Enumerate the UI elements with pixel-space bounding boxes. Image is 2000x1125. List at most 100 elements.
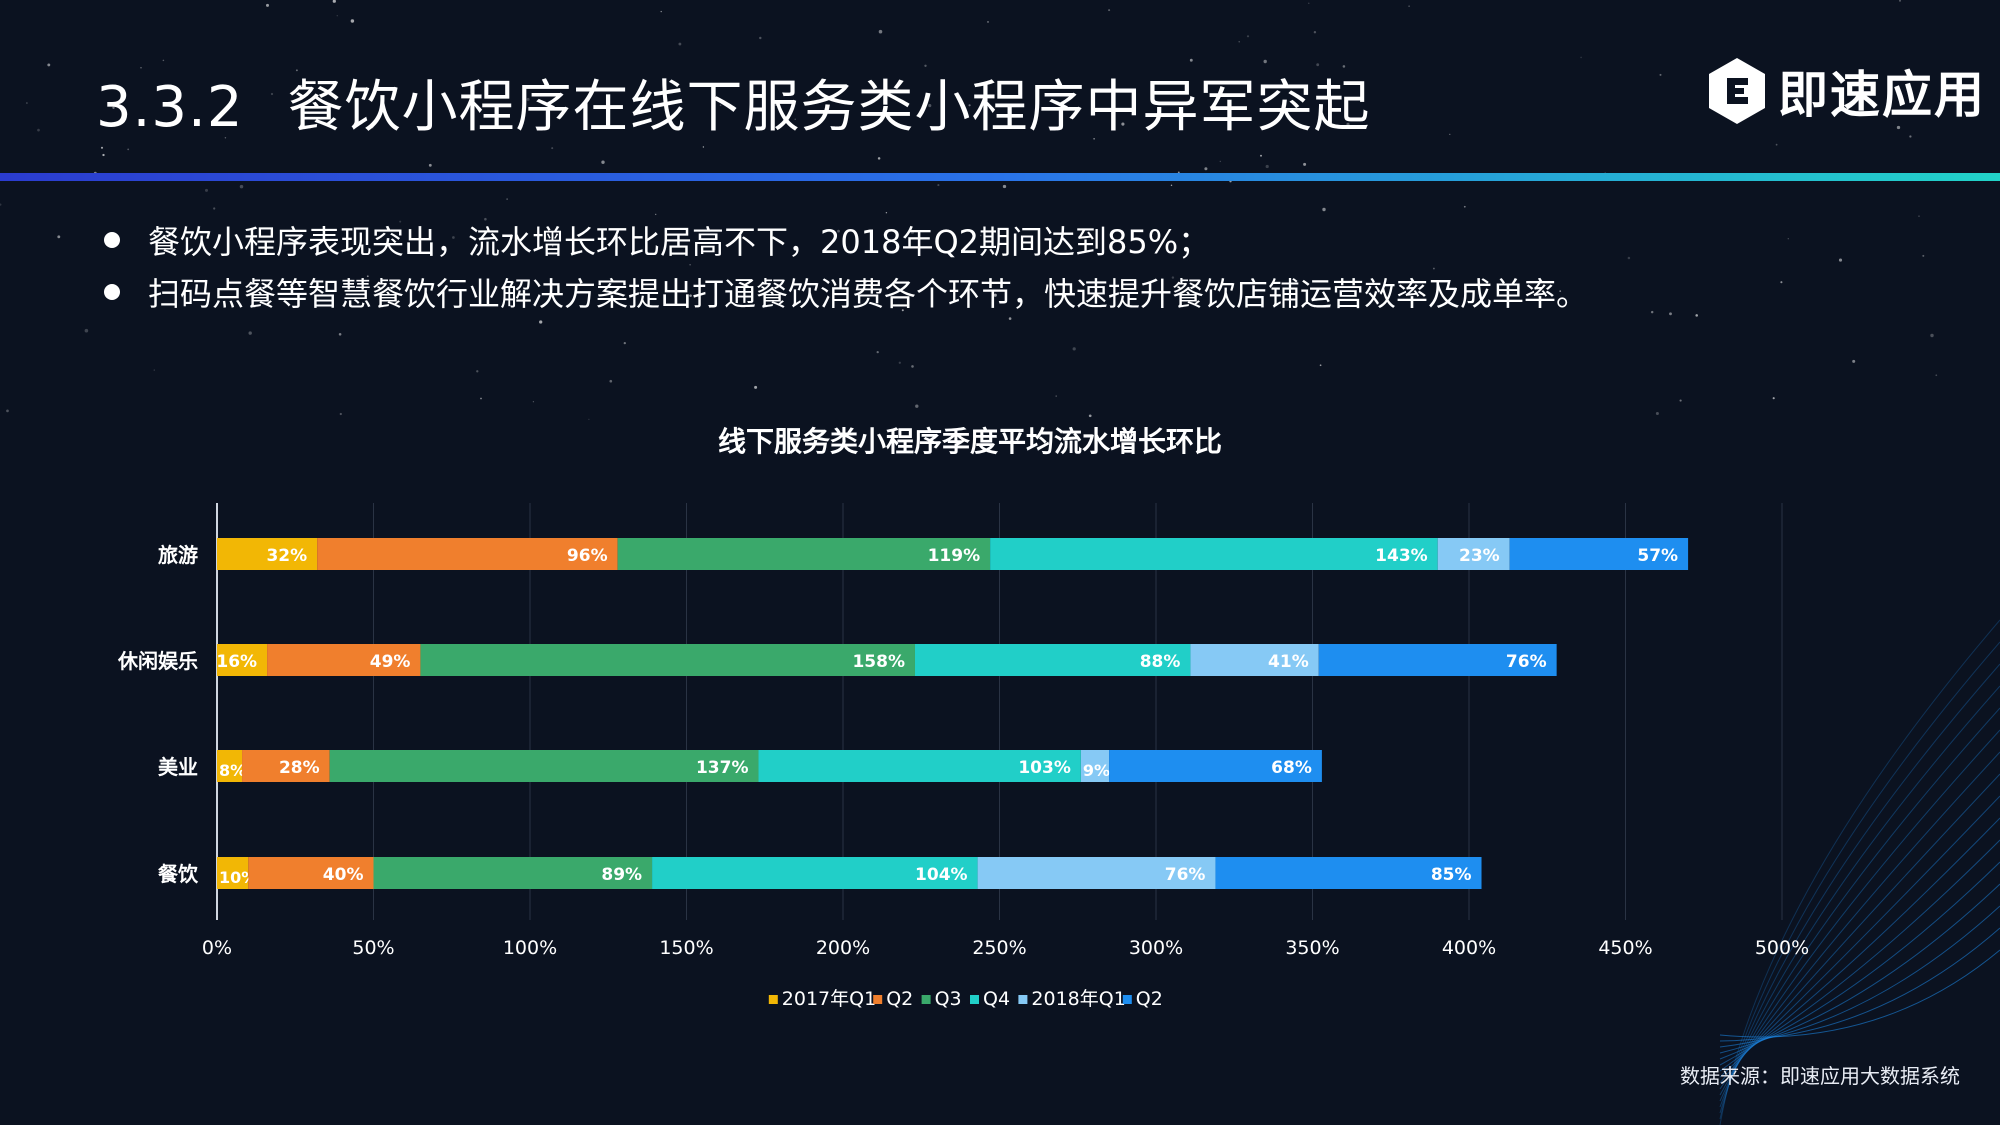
star <box>366 275 369 278</box>
star <box>1852 359 1856 363</box>
star <box>601 160 605 164</box>
bar-segment <box>217 750 243 782</box>
wave-line <box>1719 927 2000 1042</box>
star <box>689 294 692 297</box>
star <box>898 361 901 364</box>
star <box>794 118 796 120</box>
star <box>1265 164 1269 169</box>
star <box>484 217 487 221</box>
category-label: 旅游 <box>158 543 198 567</box>
x-tick-label: 250% <box>972 937 1026 959</box>
star <box>863 279 867 284</box>
bar-segment <box>217 644 268 676</box>
x-tick-label: 350% <box>1285 937 1339 959</box>
star <box>993 293 997 297</box>
star <box>1432 267 1435 270</box>
title-text: 餐饮小程序在线下服务类小程序中异军突起 <box>287 75 1371 140</box>
star <box>476 370 479 373</box>
wave-line <box>1719 685 2000 1108</box>
star <box>759 36 762 40</box>
star <box>350 19 355 23</box>
star <box>526 97 530 101</box>
data-label: 57% <box>1637 546 1678 566</box>
star <box>1313 31 1317 34</box>
star <box>399 220 402 223</box>
bullet-dot-icon <box>104 284 120 300</box>
data-label: 68% <box>1271 758 1312 778</box>
bar-segment <box>373 857 653 889</box>
star <box>332 0 336 3</box>
bar-segment <box>242 750 330 782</box>
star <box>239 184 244 189</box>
star <box>252 304 257 308</box>
star <box>47 63 51 67</box>
star <box>295 69 298 72</box>
star <box>1780 281 1783 284</box>
bar-segment <box>420 644 915 676</box>
star <box>1930 333 1934 338</box>
star <box>26 102 28 104</box>
star <box>1308 2 1310 4</box>
data-label: 89% <box>601 865 642 885</box>
star <box>1170 184 1173 187</box>
bar-segment <box>329 750 759 782</box>
star <box>266 3 269 7</box>
legend-label: Q2 <box>886 988 913 1010</box>
star <box>1189 58 1193 62</box>
bullet-list: 餐饮小程序表现突出，流水增长环比居高不下，2018年Q2期间达到85%； 扫码点… <box>100 214 1588 318</box>
data-label: 10% <box>219 868 257 887</box>
wave-line <box>1719 751 2000 1090</box>
star <box>1559 290 1562 292</box>
star <box>856 292 860 296</box>
star <box>1918 215 1920 217</box>
bar-segment <box>1215 857 1482 889</box>
bar-segment <box>217 538 318 570</box>
wave-line <box>1719 949 2000 1038</box>
bullet-text: 扫码点餐等智慧餐饮行业解决方案提出打通餐饮消费各个环节，快速提升餐饮店铺运营效率… <box>148 275 1589 313</box>
x-tick-label: 100% <box>503 937 557 959</box>
star <box>1838 258 1843 262</box>
star <box>1899 0 1901 2</box>
star <box>1008 317 1012 320</box>
star <box>623 341 626 345</box>
bar-segment <box>1437 538 1510 570</box>
star <box>702 146 705 148</box>
bar-segment <box>617 538 991 570</box>
star <box>968 104 971 107</box>
star <box>689 264 691 266</box>
bar-segment <box>1318 644 1557 676</box>
x-tick-label: 400% <box>1442 937 1496 959</box>
star <box>338 333 342 336</box>
x-tick-label: 200% <box>816 937 870 959</box>
star <box>1408 5 1410 7</box>
star <box>980 234 982 237</box>
star <box>1303 162 1307 166</box>
category-label: 餐饮 <box>158 862 199 886</box>
x-tick-label: 450% <box>1598 937 1652 959</box>
bar-segment <box>990 538 1438 570</box>
wave-line <box>1719 817 2000 1072</box>
wave-line <box>1719 619 2000 1125</box>
star <box>1072 116 1075 119</box>
star <box>1650 310 1654 314</box>
legend-label: Q2 <box>1136 988 1163 1010</box>
star <box>1260 154 1262 157</box>
star <box>928 104 932 108</box>
data-label: 119% <box>928 546 981 566</box>
data-label: 104% <box>915 865 968 885</box>
star <box>224 137 227 139</box>
data-label: 16% <box>216 652 257 672</box>
header-divider <box>0 173 2000 181</box>
star <box>808 92 811 95</box>
star <box>0 203 2 206</box>
star <box>1171 276 1175 279</box>
bullet-item: 餐饮小程序表现突出，流水增长环比居高不下，2018年Q2期间达到85%； <box>100 214 1588 266</box>
hexagon-e-logo-icon <box>1709 58 1765 124</box>
x-tick-label: 500% <box>1755 937 1809 959</box>
bullet-text: 餐饮小程序表现突出，流水增长环比居高不下，2018年Q2期间达到85%； <box>148 223 1211 261</box>
star <box>1093 138 1095 140</box>
data-label: 40% <box>323 865 364 885</box>
star <box>1002 184 1007 189</box>
star <box>1055 395 1057 397</box>
star <box>153 369 155 371</box>
